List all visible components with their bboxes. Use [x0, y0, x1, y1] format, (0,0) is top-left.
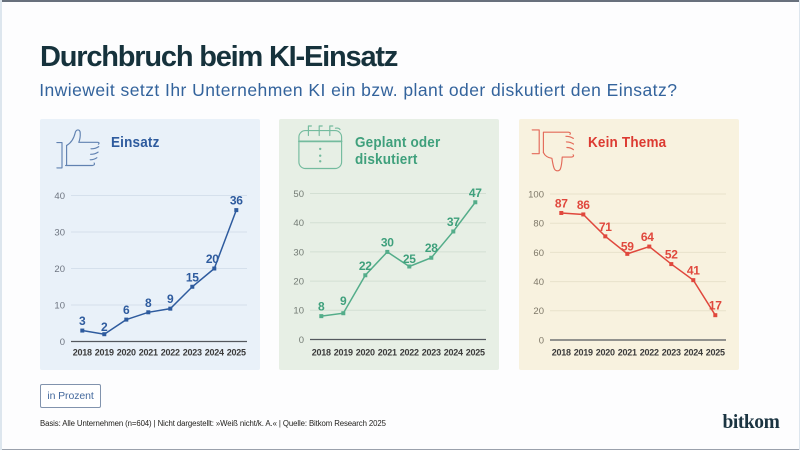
svg-text:17: 17 [709, 299, 722, 313]
svg-text:37: 37 [447, 215, 460, 229]
svg-text:2022: 2022 [400, 348, 419, 358]
svg-text:60: 60 [533, 248, 544, 259]
svg-text:0: 0 [60, 337, 65, 348]
svg-text:2020: 2020 [596, 348, 615, 358]
svg-text:40: 40 [533, 277, 544, 288]
svg-text:8: 8 [145, 296, 152, 310]
svg-text:2024: 2024 [444, 348, 463, 358]
svg-text:15: 15 [186, 270, 199, 284]
svg-text:52: 52 [665, 248, 678, 262]
svg-text:0: 0 [299, 335, 304, 346]
svg-text:2025: 2025 [706, 348, 725, 358]
svg-text:2021: 2021 [378, 348, 397, 358]
svg-text:2018: 2018 [312, 348, 331, 358]
svg-text:8: 8 [318, 300, 325, 314]
svg-text:2025: 2025 [227, 348, 246, 358]
svg-text:25: 25 [403, 252, 416, 266]
svg-text:2021: 2021 [618, 348, 637, 358]
svg-text:87: 87 [555, 196, 568, 210]
svg-text:2025: 2025 [466, 348, 485, 358]
svg-text:2020: 2020 [117, 348, 136, 358]
svg-text:9: 9 [167, 292, 174, 306]
svg-text:2024: 2024 [205, 348, 224, 358]
svg-text:2022: 2022 [161, 348, 180, 358]
svg-text:28: 28 [425, 241, 438, 255]
svg-text:2019: 2019 [334, 348, 353, 358]
svg-text:2023: 2023 [662, 348, 681, 358]
svg-text:80: 80 [533, 219, 544, 230]
svg-text:50: 50 [293, 189, 304, 200]
svg-text:30: 30 [293, 247, 304, 258]
svg-text:9: 9 [340, 294, 347, 308]
svg-text:6: 6 [123, 303, 130, 317]
svg-text:2019: 2019 [95, 348, 114, 358]
svg-text:71: 71 [599, 220, 612, 234]
svg-text:10: 10 [54, 300, 65, 311]
svg-text:3: 3 [79, 314, 86, 328]
svg-text:64: 64 [641, 230, 654, 244]
svg-text:2023: 2023 [183, 348, 202, 358]
svg-text:30: 30 [381, 235, 394, 249]
svg-text:22: 22 [359, 259, 372, 273]
svg-text:47: 47 [469, 186, 482, 200]
svg-text:2018: 2018 [552, 348, 571, 358]
svg-text:2020: 2020 [356, 348, 375, 358]
svg-text:2023: 2023 [422, 348, 441, 358]
svg-text:20: 20 [206, 252, 219, 266]
svg-text:41: 41 [687, 264, 700, 278]
svg-text:86: 86 [577, 198, 590, 212]
svg-text:36: 36 [230, 194, 243, 208]
svg-text:2018: 2018 [73, 348, 92, 358]
svg-text:2021: 2021 [139, 348, 158, 358]
svg-text:2022: 2022 [640, 348, 659, 358]
svg-text:100: 100 [528, 189, 544, 200]
svg-text:59: 59 [621, 240, 634, 254]
svg-text:2024: 2024 [684, 348, 703, 358]
svg-text:2: 2 [101, 320, 108, 334]
svg-text:20: 20 [293, 277, 304, 288]
svg-text:40: 40 [293, 218, 304, 229]
svg-text:20: 20 [533, 306, 544, 317]
svg-text:40: 40 [54, 191, 65, 202]
svg-text:2019: 2019 [574, 348, 593, 358]
svg-text:10: 10 [293, 306, 304, 317]
svg-text:20: 20 [54, 264, 65, 275]
svg-text:0: 0 [539, 335, 544, 346]
svg-text:30: 30 [54, 227, 65, 238]
